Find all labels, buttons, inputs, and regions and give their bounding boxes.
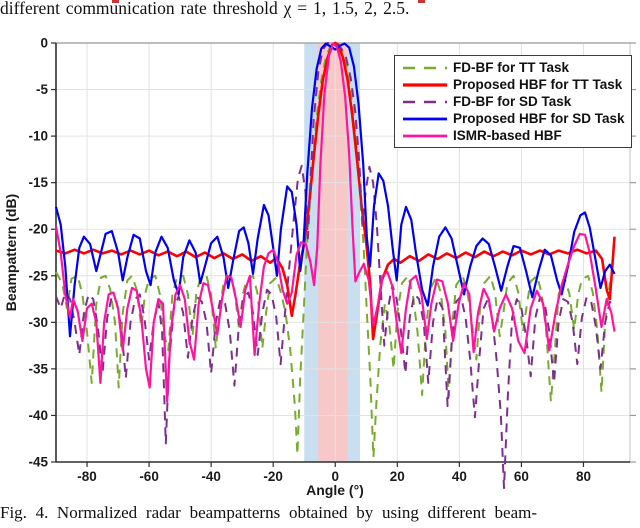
y-tick-label--15: -15 [28,175,48,190]
series-proposed-hbf-for-tt-task [55,41,616,341]
legend-label-ismr-based-hbf: ISMR-based HBF [453,128,562,143]
series-proposed-hbf-for-sd-task [54,42,616,338]
x-axis-label: Angle (°) [306,482,364,498]
series-fd-bf-for-sd-task [55,42,616,490]
legend-label-proposed-hbf-for-tt-task: Proposed HBF for TT Task [453,77,623,92]
crop-artifact [112,0,119,3]
y-tick-label--30: -30 [28,315,48,330]
x-tick-label--40: -40 [201,469,221,484]
y-tick-label-0: 0 [40,36,48,51]
legend-line-sample [403,117,447,120]
legend-entry-fd-bf-for-sd-task: FD-BF for SD Task [401,93,625,110]
chart-legend: FD-BF for TT Task Proposed HBF for TT Tas… [394,55,632,148]
y-tick-label--20: -20 [28,222,48,237]
y-tick-label--35: -35 [28,361,48,376]
legend-entry-proposed-hbf-for-tt-task: Proposed HBF for TT Task [401,76,625,93]
legend-entry-fd-bf-for-tt-task: FD-BF for TT Task [401,59,625,76]
legend-line-sample [403,82,447,87]
legend-label-fd-bf-for-tt-task: FD-BF for TT Task [453,60,569,75]
x-tick-label-0: 0 [331,469,339,484]
legend-label-fd-bf-for-sd-task: FD-BF for SD Task [453,94,572,109]
x-tick-label-20: 20 [390,469,405,484]
y-tick-label--10: -10 [28,129,48,144]
paper-body-text: different communication rate threshold χ… [0,0,410,18]
legend-label-proposed-hbf-for-sd-task: Proposed HBF for SD Task [453,111,625,126]
crop-artifact [418,0,425,3]
x-tick-label-80: 80 [576,469,591,484]
legend-entry-proposed-hbf-for-sd-task: Proposed HBF for SD Task [401,110,625,127]
y-axis-label: Beampattern (dB) [3,194,19,311]
x-tick-label--60: -60 [139,469,159,484]
y-tick-label--5: -5 [36,82,48,97]
legend-entry-ismr-based-hbf: ISMR-based HBF [401,127,625,144]
legend-line-sample [403,66,447,69]
series-ismr-based-hbf [54,42,616,403]
x-tick-label-60: 60 [514,469,529,484]
x-tick-label-40: 40 [452,469,467,484]
y-tick-label--40: -40 [28,408,48,423]
y-tick-label--45: -45 [28,455,48,470]
y-tick-label--25: -25 [28,268,48,283]
legend-line-sample [403,100,447,103]
legend-line-sample [403,134,447,137]
figure-caption: Fig. 4. Normalized radar beampatterns ob… [0,503,538,522]
tt-mainlobe-band [318,43,348,462]
x-tick-label--20: -20 [263,469,283,484]
x-tick-label--80: -80 [77,469,97,484]
